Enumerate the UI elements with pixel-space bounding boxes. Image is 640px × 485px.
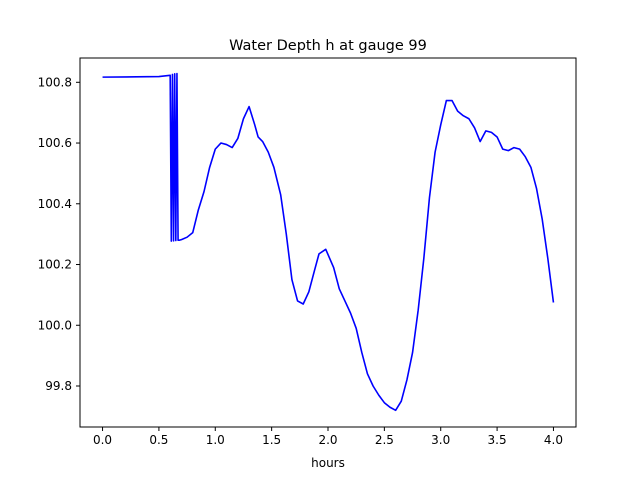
y-tick-label: 100.2 xyxy=(38,258,72,272)
x-tick-label: 4.0 xyxy=(544,433,563,447)
x-tick-label: 2.5 xyxy=(375,433,394,447)
series-line-0 xyxy=(102,72,555,412)
x-tick-label: 1.0 xyxy=(206,433,225,447)
x-axis-label: hours xyxy=(311,456,345,470)
x-tick-label: 2.0 xyxy=(318,433,337,447)
y-tick-label: 100.4 xyxy=(38,197,72,211)
y-axis: 99.8 100.0 100.2 100.4 100.6 100.8 xyxy=(38,75,80,393)
x-tick-label: 3.0 xyxy=(431,433,450,447)
x-axis: 0.0 0.5 1.0 1.5 2.0 2.5 3.0 3.5 4.0 xyxy=(93,427,563,447)
plot-area xyxy=(102,72,555,412)
x-tick-label: 1.5 xyxy=(262,433,281,447)
chart-title: Water Depth h at gauge 99 xyxy=(229,38,427,54)
x-tick-label: 3.5 xyxy=(488,433,507,447)
x-tick-label: 0.5 xyxy=(149,433,168,447)
x-tick-label: 0.0 xyxy=(93,433,112,447)
y-tick-label: 100.6 xyxy=(38,136,72,150)
y-tick-label: 99.8 xyxy=(45,379,72,393)
y-tick-label: 100.8 xyxy=(38,75,72,89)
y-tick-label: 100.0 xyxy=(38,318,72,332)
